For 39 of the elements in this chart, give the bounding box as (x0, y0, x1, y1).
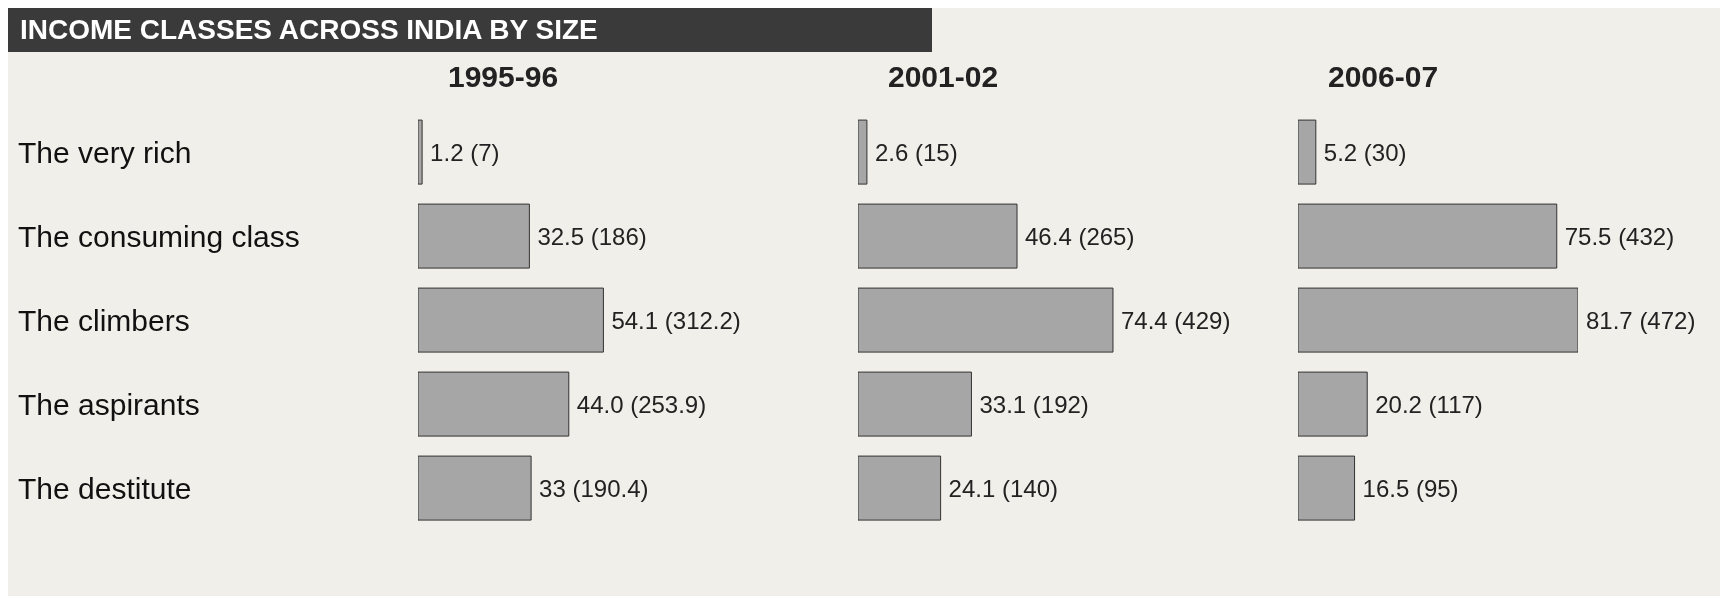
data-label: 75.5 (432) (1564, 222, 1675, 250)
y-tick-label: The climbers (18, 303, 190, 337)
data-label: 32.5 (186) (537, 222, 647, 250)
bar (858, 455, 942, 521)
bar (1298, 371, 1368, 437)
data-label: 33.1 (192) (979, 390, 1089, 418)
bar (858, 203, 1018, 269)
bar (1298, 203, 1558, 269)
bar (858, 119, 868, 185)
y-tick-label: The destitute (18, 471, 192, 505)
y-tick-label: The consuming class (18, 219, 300, 253)
data-label: 2.6 (15) (874, 138, 958, 166)
data-label: 24.1 (140) (948, 474, 1058, 502)
data-label: 81.7 (472) (1586, 306, 1696, 334)
bar (858, 287, 1114, 353)
chart-title: INCOME CLASSES ACROSS INDIA BY SIZE (8, 8, 932, 52)
data-label: 54.1 (312.2) (611, 306, 741, 334)
y-tick-label: The very rich (18, 135, 192, 169)
bar (1298, 119, 1317, 185)
chart-subtitle: 1995-96 (447, 60, 560, 95)
data-label: 20.2 (117) (1375, 390, 1483, 418)
data-label: 1.2 (7) (430, 138, 500, 166)
bar (418, 371, 570, 437)
chart-subtitle: 2001-02 (887, 60, 1000, 95)
chart-subtitle: 2006-07 (1327, 60, 1440, 95)
data-label: 16.5 (95) (1362, 474, 1459, 502)
bar (418, 203, 530, 269)
bar (418, 455, 532, 521)
bar (858, 371, 972, 437)
data-label: 5.2 (30) (1323, 138, 1407, 166)
data-label: 44.0 (253.9) (576, 390, 707, 418)
y-tick-label: The aspirants (18, 387, 200, 421)
data-label: 74.4 (429) (1120, 306, 1231, 334)
data-label: 46.4 (265) (1025, 222, 1135, 250)
bar (418, 287, 604, 353)
bar (1298, 455, 1356, 521)
bar (1298, 287, 1578, 353)
data-label: 33 (190.4) (539, 474, 649, 502)
bar (418, 119, 423, 185)
